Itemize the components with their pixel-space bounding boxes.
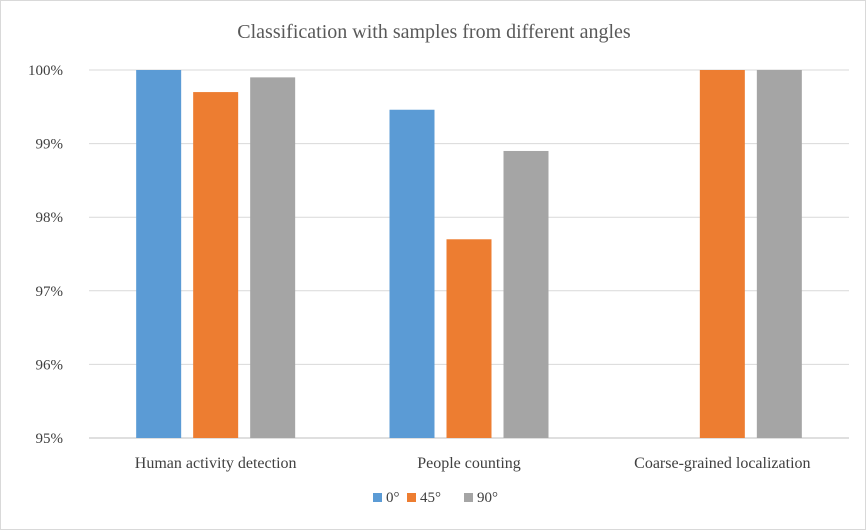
y-tick-label: 97%: [36, 284, 64, 300]
legend-swatch: [407, 493, 416, 502]
legend-label: 90°: [477, 490, 498, 506]
legend: 0° 45° 90°: [373, 490, 498, 506]
x-axis-categories: Human activity detection People counting C…: [135, 455, 811, 472]
y-tick-label: 100%: [28, 63, 63, 79]
x-category-label: People counting: [417, 455, 521, 472]
x-category-label: Human activity detection: [135, 455, 297, 472]
bar-45deg: [699, 70, 745, 438]
bar-90deg: [756, 70, 802, 438]
chart-title: Classification with samples from differe…: [237, 21, 631, 43]
bar-90deg: [503, 150, 549, 438]
legend-swatch: [464, 493, 473, 502]
y-tick-label: 99%: [36, 137, 64, 153]
bar-90deg: [250, 77, 296, 439]
legend-label: 45°: [420, 490, 441, 506]
x-category-label: Coarse-grained localization: [634, 455, 810, 472]
bar-0deg: [389, 109, 435, 438]
y-tick-label: 95%: [36, 431, 64, 447]
bar-45deg: [193, 92, 239, 438]
legend-swatch: [373, 493, 382, 502]
bars: [136, 70, 802, 439]
bar-45deg: [446, 239, 492, 438]
legend-label: 0°: [386, 490, 400, 506]
y-tick-label: 96%: [36, 357, 64, 373]
bar-0deg: [136, 70, 182, 438]
y-axis-ticks: 95% 96% 97% 98% 99% 100%: [28, 63, 63, 447]
y-tick-label: 98%: [36, 210, 64, 226]
